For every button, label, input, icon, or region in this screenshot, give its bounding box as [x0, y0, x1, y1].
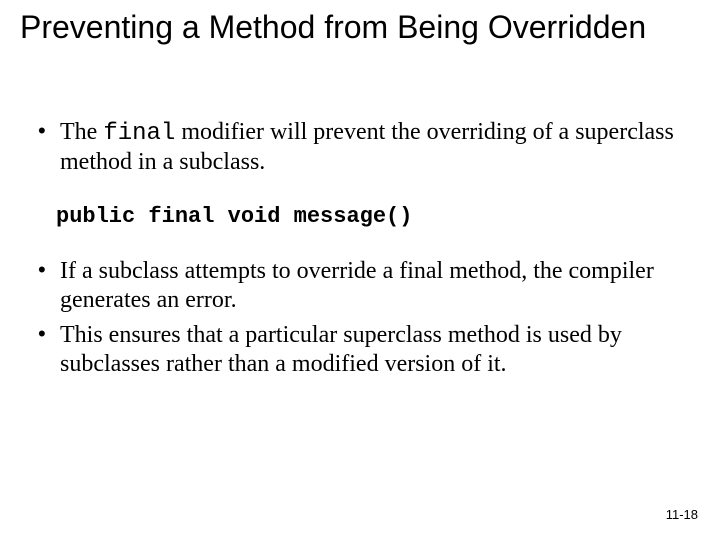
code-example: public final void message(): [56, 204, 674, 229]
bullet-item-3: This ensures that a particular superclas…: [34, 321, 674, 380]
bullet1-pre: The: [60, 119, 103, 145]
bullet1-code: final: [103, 120, 175, 147]
bullet-item-1: The final modifier will prevent the over…: [34, 118, 674, 178]
bullet-item-2: If a subclass attempts to override a fin…: [34, 257, 674, 316]
slide: Preventing a Method from Being Overridde…: [0, 0, 720, 540]
slide-title: Preventing a Method from Being Overridde…: [20, 8, 680, 46]
bullet-list-2: If a subclass attempts to override a fin…: [34, 257, 674, 380]
page-number: 11-18: [666, 507, 698, 522]
bullet-list: The final modifier will prevent the over…: [34, 118, 674, 178]
slide-body: The final modifier will prevent the over…: [34, 118, 674, 386]
